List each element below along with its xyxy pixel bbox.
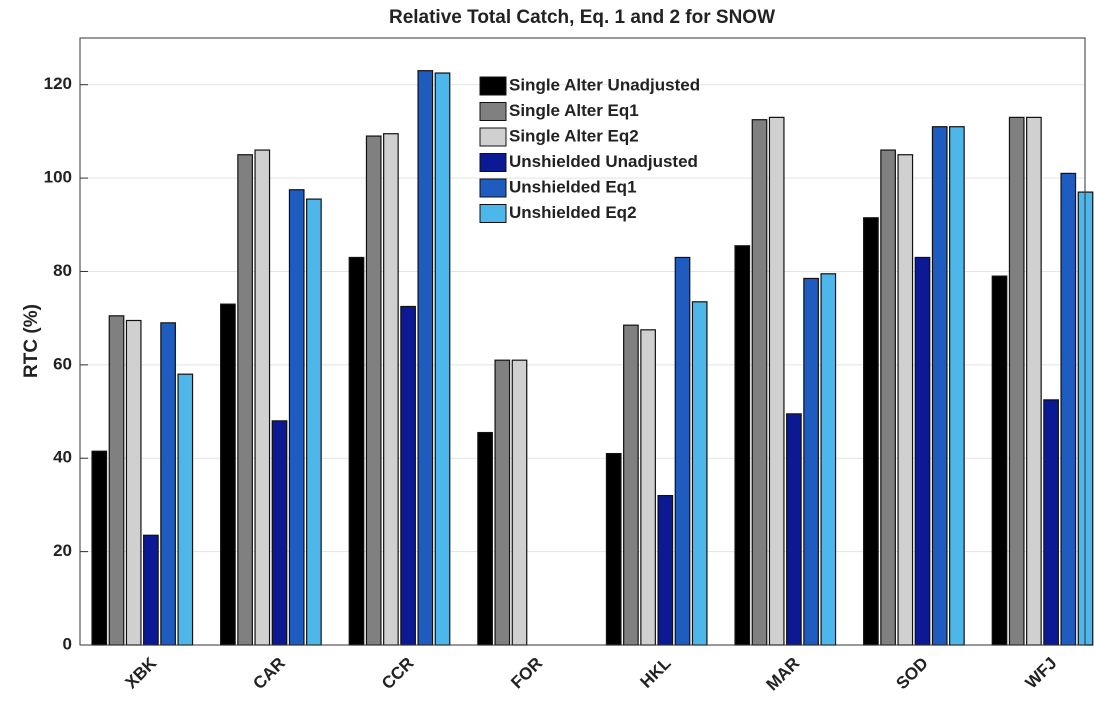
- legend-label: Single Alter Unadjusted: [509, 75, 700, 94]
- x-tick-label: FOR: [507, 654, 546, 693]
- bar: [271, 420, 288, 646]
- bar: [803, 277, 819, 646]
- bar: [511, 359, 528, 646]
- bar: [640, 329, 656, 646]
- bar: [863, 217, 879, 646]
- bar: [143, 534, 159, 646]
- bar: [288, 189, 305, 646]
- bar: [949, 126, 965, 646]
- bar: [254, 149, 271, 646]
- bar: [434, 72, 451, 646]
- y-tick-label: 120: [44, 74, 72, 93]
- legend-swatch: [479, 127, 507, 147]
- x-tick-label: XBK: [121, 653, 160, 692]
- bar: [820, 273, 837, 646]
- x-tick-label: SOD: [892, 654, 931, 693]
- bar: [1043, 399, 1059, 646]
- bar: [880, 149, 896, 646]
- chart-title: Relative Total Catch, Eq. 1 and 2 for SN…: [389, 7, 775, 28]
- bar: [125, 319, 142, 646]
- legend-swatch: [479, 178, 507, 198]
- bar: [786, 413, 802, 646]
- bar: [768, 116, 785, 646]
- bar: [1060, 172, 1077, 646]
- legend-label: Unshielded Eq2: [509, 203, 637, 222]
- bar: [674, 256, 691, 646]
- legend-label: Unshielded Unadjusted: [509, 152, 698, 171]
- y-tick-label: 40: [53, 448, 72, 467]
- y-tick-label: 20: [53, 541, 72, 560]
- legend-label: Unshielded Eq1: [509, 177, 637, 196]
- bar: [734, 245, 751, 646]
- plot-frame: [79, 37, 1086, 646]
- bar: [306, 198, 322, 646]
- x-tick-label: WFJ: [1022, 654, 1061, 693]
- legend-swatch: [479, 204, 507, 223]
- bar: [108, 315, 125, 646]
- legend-swatch: [479, 153, 507, 172]
- bar: [400, 305, 416, 646]
- x-tick-label: MAR: [762, 654, 803, 695]
- y-tick-label: 0: [63, 634, 72, 653]
- bar: [751, 119, 768, 646]
- bar: [220, 303, 236, 646]
- legend-swatch: [479, 102, 507, 121]
- bar: [494, 359, 511, 646]
- y-tick-label: 100: [44, 168, 72, 187]
- x-tick-label: CCR: [378, 654, 417, 693]
- bar: [348, 256, 365, 646]
- bar: [623, 324, 639, 646]
- y-tick-label: 80: [53, 261, 72, 280]
- bar: [417, 70, 434, 646]
- y-axis-label: RTC (%): [21, 304, 42, 378]
- bar: [897, 154, 914, 646]
- bar: [177, 373, 194, 646]
- legend-swatch: [479, 76, 507, 96]
- bar: [991, 275, 1008, 646]
- y-tick-label: 60: [53, 354, 72, 373]
- bar: [1008, 116, 1025, 646]
- bar: [237, 154, 253, 646]
- bar: [605, 452, 622, 646]
- bar: [91, 450, 108, 646]
- bar: [477, 431, 493, 646]
- bar: [365, 135, 382, 646]
- x-tick-label: CAR: [249, 654, 288, 693]
- legend-label: Single Alter Eq1: [509, 101, 639, 120]
- bar: [931, 126, 948, 646]
- bar: [160, 322, 176, 646]
- legend-label: Single Alter Eq2: [509, 126, 639, 145]
- bar: [914, 256, 931, 646]
- bar: [1026, 116, 1042, 646]
- x-tick-label: HKL: [637, 654, 675, 692]
- bar: [657, 494, 674, 646]
- bar: [383, 133, 399, 646]
- bar: [691, 301, 708, 646]
